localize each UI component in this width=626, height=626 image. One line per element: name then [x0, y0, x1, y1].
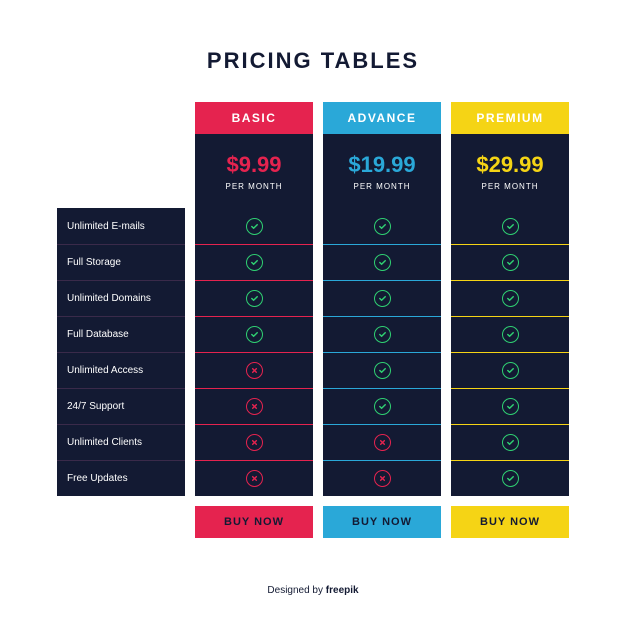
- plan-price: $9.99: [226, 152, 281, 178]
- feature-label: Full Storage: [57, 244, 185, 280]
- check-icon: [502, 362, 519, 379]
- cross-icon: [374, 434, 391, 451]
- plan-cell: [323, 460, 441, 496]
- plan-price-box: $9.99 PER MONTH: [195, 134, 313, 208]
- cross-icon: [246, 362, 263, 379]
- plan-cell: [195, 352, 313, 388]
- attribution-name: freepik: [326, 585, 359, 596]
- plan-column-premium: PREMIUM $29.99 PER MONTH BUY NOW: [451, 102, 569, 538]
- plan-period: PER MONTH: [354, 182, 411, 191]
- plan-period: PER MONTH: [226, 182, 283, 191]
- check-icon: [246, 254, 263, 271]
- check-icon: [502, 470, 519, 487]
- attribution-prefix: Designed by: [267, 585, 325, 596]
- plan-header: ADVANCE: [323, 102, 441, 134]
- plan-cell: [451, 208, 569, 244]
- plan-header: PREMIUM: [451, 102, 569, 134]
- plan-cell: [323, 316, 441, 352]
- check-icon: [374, 326, 391, 343]
- cross-icon: [374, 470, 391, 487]
- plan-cell: [195, 208, 313, 244]
- plan-price-box: $19.99 PER MONTH: [323, 134, 441, 208]
- check-icon: [374, 362, 391, 379]
- check-icon: [502, 398, 519, 415]
- plan-period: PER MONTH: [482, 182, 539, 191]
- plan-cell: [195, 244, 313, 280]
- plan-cell: [451, 316, 569, 352]
- plan-column-basic: BASIC $9.99 PER MONTH BUY NOW: [195, 102, 313, 538]
- pricing-container: Unlimited E-mailsFull StorageUnlimited D…: [0, 102, 626, 538]
- plan-cell: [323, 208, 441, 244]
- plan-column-advance: ADVANCE $19.99 PER MONTH BUY NOW: [323, 102, 441, 538]
- plan-cell: [451, 388, 569, 424]
- cross-icon: [246, 434, 263, 451]
- plan-cell: [195, 388, 313, 424]
- plan-cell: [195, 280, 313, 316]
- check-icon: [502, 326, 519, 343]
- check-icon: [374, 290, 391, 307]
- plan-cell: [323, 352, 441, 388]
- feature-label: Unlimited Domains: [57, 280, 185, 316]
- page-title: PRICING TABLES: [0, 0, 626, 102]
- plan-cell: [323, 280, 441, 316]
- attribution: Designed by freepik: [0, 585, 626, 596]
- check-icon: [502, 254, 519, 271]
- check-icon: [502, 218, 519, 235]
- feature-label: Unlimited E-mails: [57, 208, 185, 244]
- check-icon: [246, 290, 263, 307]
- plan-cell: [323, 244, 441, 280]
- plan-cell: [195, 316, 313, 352]
- check-icon: [246, 326, 263, 343]
- plan-price: $29.99: [476, 152, 543, 178]
- plan-header: BASIC: [195, 102, 313, 134]
- plan-cell: [195, 460, 313, 496]
- check-icon: [502, 434, 519, 451]
- plan-cell: [195, 424, 313, 460]
- feature-label: 24/7 Support: [57, 388, 185, 424]
- check-icon: [374, 398, 391, 415]
- buy-now-button[interactable]: BUY NOW: [323, 506, 441, 538]
- check-icon: [246, 218, 263, 235]
- cross-icon: [246, 470, 263, 487]
- plan-cell: [323, 424, 441, 460]
- cross-icon: [246, 398, 263, 415]
- buy-now-button[interactable]: BUY NOW: [451, 506, 569, 538]
- feature-label: Unlimited Clients: [57, 424, 185, 460]
- check-icon: [374, 254, 391, 271]
- plan-price-box: $29.99 PER MONTH: [451, 134, 569, 208]
- check-icon: [502, 290, 519, 307]
- plan-cell: [323, 388, 441, 424]
- plan-price: $19.99: [348, 152, 415, 178]
- plan-cell: [451, 280, 569, 316]
- feature-label: Unlimited Access: [57, 352, 185, 388]
- features-column: Unlimited E-mailsFull StorageUnlimited D…: [57, 208, 185, 538]
- feature-label: Free Updates: [57, 460, 185, 496]
- buy-now-button[interactable]: BUY NOW: [195, 506, 313, 538]
- plan-cell: [451, 244, 569, 280]
- plan-cell: [451, 352, 569, 388]
- plan-cell: [451, 460, 569, 496]
- plan-cell: [451, 424, 569, 460]
- feature-label: Full Database: [57, 316, 185, 352]
- check-icon: [374, 218, 391, 235]
